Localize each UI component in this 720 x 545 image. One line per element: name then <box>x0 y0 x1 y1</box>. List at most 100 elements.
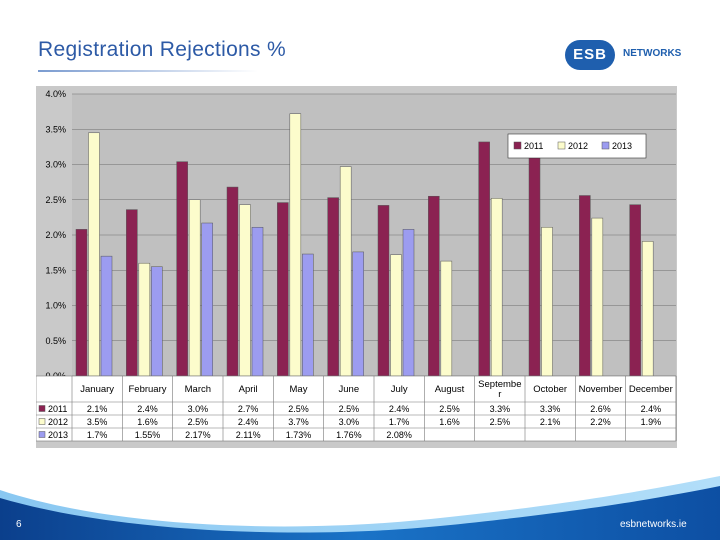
networks-logo-text: NETWORKS <box>623 48 682 59</box>
x-tick-label: July <box>391 384 408 395</box>
x-tick-label: May <box>290 384 308 395</box>
data-label: 3.0% <box>339 417 360 427</box>
y-tick-label: 0.5% <box>45 336 66 346</box>
bar-2013-march <box>201 222 213 377</box>
legend-swatch-2012 <box>557 141 566 150</box>
data-label: 2.5% <box>439 404 460 414</box>
legend-swatch-2013 <box>601 141 610 150</box>
bar-2013-may <box>302 253 314 377</box>
data-label: 2.7% <box>238 404 259 414</box>
slide-title: Registration Rejections % <box>38 38 286 61</box>
data-label: 2.6% <box>590 404 611 414</box>
x-tick-label: October <box>533 384 567 395</box>
bar-2011-february <box>126 209 138 377</box>
bar-2011-march <box>176 161 188 377</box>
bar-2011-august <box>428 195 440 377</box>
bar-2013-february <box>151 266 163 377</box>
esb-logo-mark: ESB <box>565 40 615 70</box>
data-label: 2.5% <box>339 404 360 414</box>
bar-2011-january <box>75 229 88 377</box>
y-tick-label: 3.5% <box>45 124 66 134</box>
page-number: 6 <box>16 519 22 530</box>
data-label: 1.7% <box>87 430 108 440</box>
table-series-name-2012: 2012 <box>48 417 68 427</box>
bar-2013-july <box>402 229 415 377</box>
bar-2011-december <box>629 204 641 377</box>
data-label: 2.1% <box>540 417 561 427</box>
bar-2012-december <box>641 241 654 377</box>
bar-2012-july <box>390 254 402 377</box>
website-url: esbnetworks.ie <box>620 519 687 530</box>
bar-2012-may <box>289 113 302 377</box>
x-tick-label: r <box>498 389 501 400</box>
table-series-name-2013: 2013 <box>48 430 68 440</box>
x-tick-label: January <box>80 384 114 395</box>
data-label: 1.76% <box>336 430 362 440</box>
footer-swoosh <box>0 470 720 540</box>
bar-2012-april <box>239 204 251 377</box>
legend-swatch-2011 <box>513 141 522 150</box>
x-tick-label: December <box>629 384 673 395</box>
bar-chart: 0.0%0.5%1.0%1.5%2.0%2.5%3.0%3.5%4.0%Janu… <box>35 89 677 442</box>
y-tick-label: 4.0% <box>45 89 66 99</box>
data-label: 1.7% <box>389 417 410 427</box>
data-label: 2.4% <box>238 417 259 427</box>
table-legend-key-2013 <box>38 431 46 438</box>
legend: 2011 2012 2013 <box>507 133 647 159</box>
bar-2011-april <box>226 186 239 377</box>
bar-2012-february <box>138 262 151 377</box>
esb-networks-logo: ESB NETWORKS <box>565 40 682 70</box>
footer-wave-graphic <box>0 476 720 540</box>
chart-container: 0.0%0.5%1.0%1.5%2.0%2.5%3.0%3.5%4.0%Janu… <box>35 86 677 448</box>
bar-2011-october <box>528 143 541 377</box>
data-label: 1.9% <box>641 417 662 427</box>
x-tick-label: Septembe <box>478 379 521 390</box>
legend-label-2013: 2013 <box>612 141 632 151</box>
data-label: 1.6% <box>439 417 460 427</box>
y-tick-label: 2.0% <box>45 230 66 240</box>
table-legend-key-2011 <box>38 405 46 412</box>
bar-2013-january <box>100 255 113 377</box>
bar-2011-july <box>377 205 390 377</box>
data-label: 2.17% <box>185 430 211 440</box>
legend-label-2011: 2011 <box>524 141 543 151</box>
bar-2012-march <box>188 199 201 377</box>
data-label: 2.5% <box>490 417 511 427</box>
data-label: 3.0% <box>188 404 209 414</box>
x-tick-label: June <box>339 384 360 395</box>
data-label: 3.7% <box>288 417 309 427</box>
x-tick-label: April <box>239 384 258 395</box>
x-tick-label: August <box>435 384 465 395</box>
y-tick-label: 2.5% <box>45 195 66 205</box>
table-legend-key-2012 <box>38 418 46 425</box>
x-tick-label: February <box>128 384 166 395</box>
data-label: 2.5% <box>288 404 309 414</box>
data-label: 2.11% <box>236 430 261 440</box>
x-tick-label: November <box>579 384 623 395</box>
data-label: 3.3% <box>540 404 561 414</box>
y-tick-label: 1.5% <box>45 265 66 275</box>
data-label: 2.08% <box>386 430 412 440</box>
y-tick-label: 3.0% <box>45 160 66 170</box>
bar-2013-april <box>251 226 264 377</box>
bar-2011-june <box>327 197 339 377</box>
data-label: 1.73% <box>286 430 312 440</box>
bar-2012-june <box>339 166 352 377</box>
bar-2012-january <box>88 132 100 377</box>
x-tick-label: March <box>185 384 211 395</box>
bar-2011-septembe-r <box>478 141 490 377</box>
bar-2012-october <box>541 226 553 377</box>
data-label: 3.3% <box>490 404 511 414</box>
title-underline <box>38 70 258 72</box>
bar-2012-septembe-r <box>490 198 503 377</box>
data-label: 3.5% <box>87 417 108 427</box>
bar-2012-august <box>440 260 453 377</box>
bar-2011-november <box>579 195 591 377</box>
data-label: 2.5% <box>188 417 209 427</box>
data-label: 1.55% <box>135 430 161 440</box>
legend-box <box>507 133 647 159</box>
data-label: 2.4% <box>137 404 158 414</box>
data-label: 1.6% <box>137 417 158 427</box>
table-series-name-2011: 2011 <box>48 404 67 414</box>
data-label: 2.4% <box>389 404 410 414</box>
